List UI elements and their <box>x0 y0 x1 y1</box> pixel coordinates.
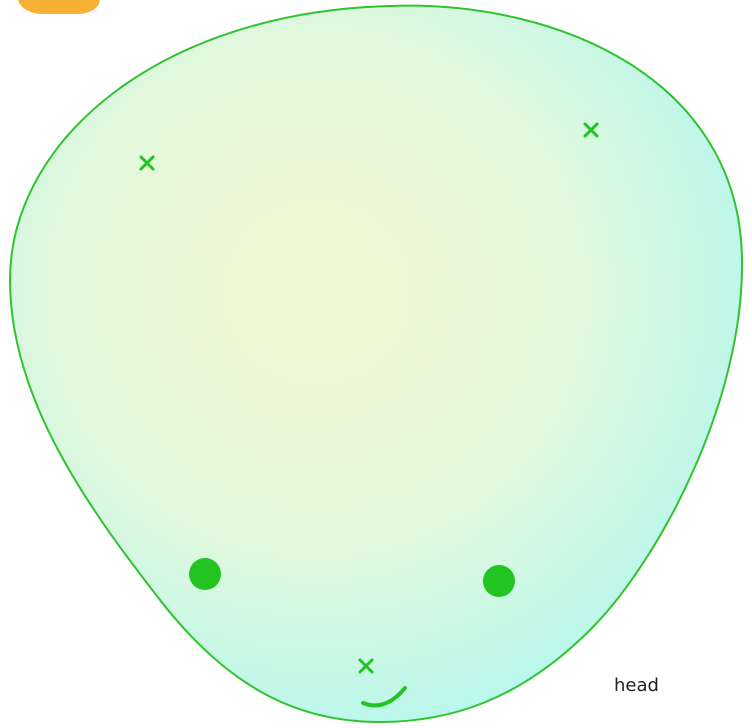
canvas: head <box>0 0 752 728</box>
eye <box>483 565 515 597</box>
shape-label: head <box>614 675 659 696</box>
eye <box>189 558 221 590</box>
head-shape[interactable] <box>10 6 742 722</box>
orange-shape <box>18 0 100 14</box>
